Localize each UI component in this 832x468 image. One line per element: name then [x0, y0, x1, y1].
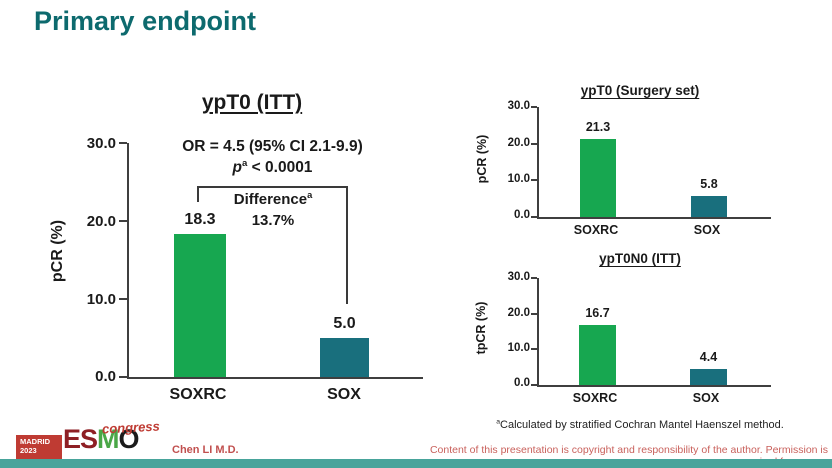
tpcr-xlabel-soxrc: SOXRC — [572, 391, 618, 405]
difference-value: 13.7% — [251, 212, 295, 229]
main-tickmark-0 — [119, 376, 127, 378]
difference-superscript: a — [307, 190, 313, 200]
surgery-ytick-10: 10.0 — [507, 173, 530, 185]
surgery-tickmark-10 — [531, 179, 537, 181]
main-plot-area: 18.3 5.0 — [119, 142, 423, 379]
main-ytick-0: 0.0 — [95, 368, 116, 385]
tpcr-ytick-10: 10.0 — [507, 342, 530, 354]
p-value-text: < 0.0001 — [247, 159, 313, 176]
method-footnote: aCalculated by stratified Cochran Mantel… — [496, 418, 784, 431]
congress-label: congress — [101, 418, 161, 437]
bar-value-sox-surgery: 5.8 — [700, 176, 718, 191]
tpcr-tickmark-20 — [531, 313, 537, 315]
tpcr-tickmark-0 — [531, 384, 537, 386]
main-y-axis-label: pCR (%) — [49, 219, 66, 283]
surgery-tickmark-20 — [531, 143, 537, 145]
main-xlabel-soxrc: SOXRC — [169, 386, 227, 403]
bracket-left-leg — [197, 186, 199, 202]
esmo-congress-logo: MADRID 2023 ESMO congress — [14, 418, 160, 463]
bar-sox-tpcr — [690, 369, 727, 385]
main-ytick-20: 20.0 — [86, 213, 116, 230]
madrid-2023-badge: MADRID 2023 — [16, 435, 62, 459]
surgery-plot-area: 21.3 5.8 — [531, 106, 771, 219]
or-annotation: OR = 4.5 (95% CI 2.1-9.9) — [182, 138, 363, 155]
main-ytick-10: 10.0 — [86, 291, 116, 308]
bar-value-sox-tpcr: 4.4 — [699, 350, 718, 365]
surgery-chart-title: ypT0 (Surgery set) — [580, 83, 700, 98]
tpcr-ytick-0: 0.0 — [514, 377, 530, 389]
bar-soxrc-main — [174, 234, 226, 377]
tpcr-y-axis-label: tpCR (%) — [474, 301, 488, 355]
tpcr-plot-area: 16.7 4.4 — [531, 277, 771, 387]
surgery-xlabel-soxrc: SOXRC — [573, 223, 619, 237]
surgery-tickmark-30 — [531, 106, 537, 108]
footnote-superscript: a — [496, 418, 501, 426]
bar-sox-main — [320, 338, 369, 377]
tpcr-tickmark-30 — [531, 277, 537, 279]
p-value-annotation: pa < 0.0001 — [150, 159, 395, 177]
bottom-accent-bar — [0, 459, 832, 468]
bar-soxrc-surgery — [580, 138, 616, 217]
bar-value-soxrc-main: 18.3 — [184, 211, 216, 229]
difference-label: Differencea — [233, 190, 313, 208]
surgery-y-axis-label: pCR (%) — [475, 134, 489, 184]
tpcr-tickmark-10 — [531, 348, 537, 350]
bar-value-sox-main: 5.0 — [333, 315, 356, 332]
logo-city: MADRID — [20, 437, 50, 446]
main-xlabel-sox: SOX — [327, 386, 361, 403]
tpcr-ytick-20: 20.0 — [507, 307, 530, 319]
surgery-ytick-20: 20.0 — [507, 137, 530, 149]
bracket-right-leg — [346, 186, 348, 304]
tpcr-chart-title: ypT0N0 (ITT) — [599, 251, 681, 266]
p-superscript: a — [242, 157, 248, 169]
p-symbol: p — [232, 159, 243, 176]
surgery-ytick-30: 30.0 — [507, 100, 530, 112]
surgery-xlabel-sox: SOX — [693, 223, 721, 237]
main-tickmark-10 — [119, 298, 127, 300]
surgery-tickmark-0 — [531, 216, 537, 218]
bar-value-soxrc-tpcr: 16.7 — [585, 306, 610, 321]
tpcr-ytick-30: 30.0 — [507, 271, 530, 283]
author-name: Chen LI M.D. — [172, 444, 239, 456]
bracket-horizontal-line — [197, 186, 348, 188]
page-title: Primary endpoint — [34, 6, 257, 36]
main-ytick-30: 30.0 — [86, 135, 116, 152]
surgery-ytick-0: 0.0 — [514, 209, 530, 221]
bar-value-soxrc-surgery: 21.3 — [585, 119, 611, 134]
main-tickmark-20 — [119, 220, 127, 222]
logo-year: 2023 — [20, 446, 37, 456]
esmo-wordmark: ESMO — [63, 424, 140, 454]
tpcr-xlabel-sox: SOX — [692, 391, 720, 405]
bar-sox-surgery — [691, 195, 727, 217]
bar-soxrc-tpcr — [579, 325, 616, 385]
main-tickmark-30 — [119, 142, 127, 144]
main-chart-title: ypT0 (ITT) — [201, 91, 303, 114]
